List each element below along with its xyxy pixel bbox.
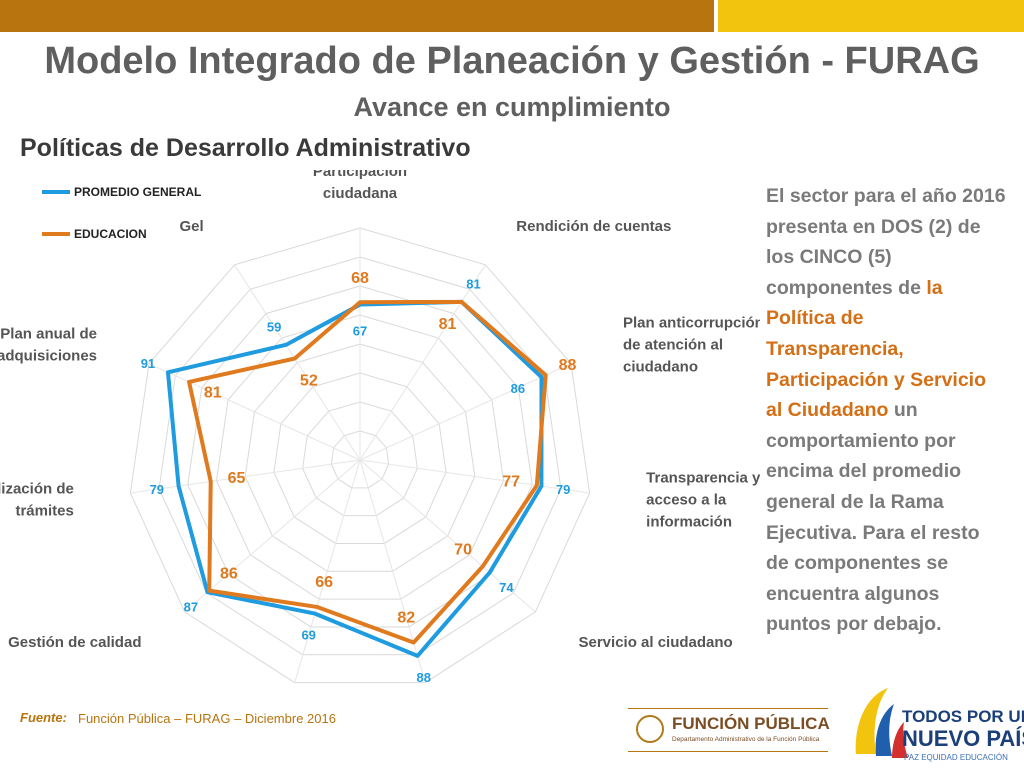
grid-ring bbox=[302, 401, 418, 517]
grid-spoke bbox=[130, 459, 361, 494]
axis-label: Servicio al ciudadano bbox=[579, 634, 733, 651]
logo-line-2: NUEVO PAÍS bbox=[902, 726, 1024, 751]
grid-spoke bbox=[294, 459, 361, 683]
axis-label: Gestión de calidad bbox=[8, 634, 141, 651]
data-label-promedio: 81 bbox=[466, 276, 480, 291]
data-label-promedio: 88 bbox=[416, 670, 430, 685]
data-label-promedio: 74 bbox=[499, 580, 514, 595]
axis-label: Rendición de cuentas bbox=[516, 218, 671, 235]
grid-ring bbox=[244, 343, 476, 572]
axis-label: acceso a la bbox=[646, 492, 727, 509]
logo-line-3: PAZ EQUIDAD EDUCACIÓN bbox=[904, 753, 1008, 762]
data-label-promedio: 87 bbox=[184, 600, 198, 615]
axis-label: Gel bbox=[180, 218, 204, 235]
data-label-educacion: 77 bbox=[502, 474, 520, 491]
data-label-educacion: 88 bbox=[559, 357, 577, 374]
grid-spoke bbox=[184, 459, 361, 613]
data-label-educacion: 70 bbox=[454, 541, 472, 558]
section-heading: Políticas de Desarrollo Administrativo bbox=[20, 134, 471, 162]
todos-por-un-nuevo-pais-logo: TODOS POR UN NUEVO PAÍS PAZ EQUIDAD EDUC… bbox=[855, 688, 1024, 762]
grid-ring bbox=[215, 314, 505, 600]
series-line-promedio bbox=[165, 299, 544, 658]
logo-subtitle: Departamento Administrativo de la Funció… bbox=[672, 736, 820, 743]
grid-spoke bbox=[359, 459, 536, 613]
data-label-educacion: 82 bbox=[397, 610, 415, 627]
axis-label: adquisiciones bbox=[0, 348, 97, 365]
grid-spoke bbox=[234, 264, 361, 461]
data-label-promedio: 91 bbox=[141, 356, 155, 371]
axis-label: ciudadano bbox=[623, 359, 698, 376]
axis-label: ciudadana bbox=[323, 185, 398, 202]
page-title: Modelo Integrado de Planeación y Gestión… bbox=[44, 40, 980, 82]
commentary-highlight: la Política de Transparencia, Participac… bbox=[766, 276, 987, 422]
data-label-educacion: 66 bbox=[315, 574, 333, 591]
flag-red-icon bbox=[892, 722, 908, 758]
axis-label: Racionalización de bbox=[0, 481, 74, 498]
data-label-promedio: 69 bbox=[301, 628, 315, 643]
page-subtitle: Avance en cumplimiento bbox=[353, 92, 671, 122]
source-label: Fuente: bbox=[20, 710, 67, 725]
seal-icon bbox=[636, 715, 664, 743]
legend-label-promedio: PROMEDIO GENERAL bbox=[74, 185, 201, 199]
data-label-promedio: 86 bbox=[511, 381, 525, 396]
radar-chart: Participación ciudadana Rendición de cuent… bbox=[0, 170, 760, 685]
grid-ring bbox=[129, 227, 591, 684]
legend-label-educacion: EDUCACION bbox=[74, 227, 147, 241]
grid-spoke bbox=[148, 363, 361, 461]
source-text: Función Pública – FURAG – Diciembre 2016 bbox=[78, 711, 336, 726]
data-label-educacion: 81 bbox=[204, 385, 222, 402]
grid-spoke bbox=[359, 363, 572, 461]
logo-line-1: TODOS POR UN bbox=[902, 707, 1024, 726]
data-label-educacion: 81 bbox=[439, 316, 457, 333]
data-label-educacion: 65 bbox=[228, 470, 246, 487]
axis-label: trámites bbox=[15, 503, 73, 520]
axis-label: Transparencia y bbox=[646, 470, 760, 487]
data-label-promedio: 67 bbox=[353, 324, 367, 339]
commentary-text-1: El sector para el año 2016 presenta en D… bbox=[766, 185, 1006, 299]
logo-name: FUNCIÓN PÚBLICA bbox=[672, 714, 830, 733]
grid-spoke bbox=[359, 459, 590, 494]
data-label-educacion: 86 bbox=[220, 566, 238, 583]
grid-spoke bbox=[359, 264, 486, 461]
data-label-promedio: 59 bbox=[267, 319, 281, 334]
funcion-publica-logo: FUNCIÓN PÚBLICA Departamento Administrat… bbox=[628, 708, 830, 752]
data-label-educacion: 52 bbox=[300, 372, 318, 389]
axis-label: Plan anticorrupción y bbox=[623, 315, 760, 332]
top-bar-accent bbox=[718, 0, 1024, 32]
grid-ring bbox=[273, 372, 447, 544]
data-label-promedio: 79 bbox=[556, 482, 570, 497]
flag-blue-icon bbox=[875, 704, 894, 756]
axis-label: información bbox=[646, 514, 732, 531]
flag-yellow-icon bbox=[855, 688, 888, 754]
top-bar bbox=[0, 0, 714, 32]
grid-ring bbox=[330, 430, 390, 489]
commentary-text-2: un comportamiento por encima del promedi… bbox=[766, 399, 980, 636]
axis-label: Plan anual de bbox=[0, 326, 97, 343]
side-commentary: El sector para el año 2016 presenta en D… bbox=[766, 181, 1006, 640]
data-label-promedio: 79 bbox=[150, 482, 164, 497]
series-line-educacion bbox=[187, 299, 548, 645]
data-label-educacion: 68 bbox=[351, 270, 369, 287]
grid-spoke bbox=[359, 459, 426, 683]
axis-label: Participación bbox=[313, 170, 407, 180]
axis-label: de atención al bbox=[623, 337, 723, 354]
